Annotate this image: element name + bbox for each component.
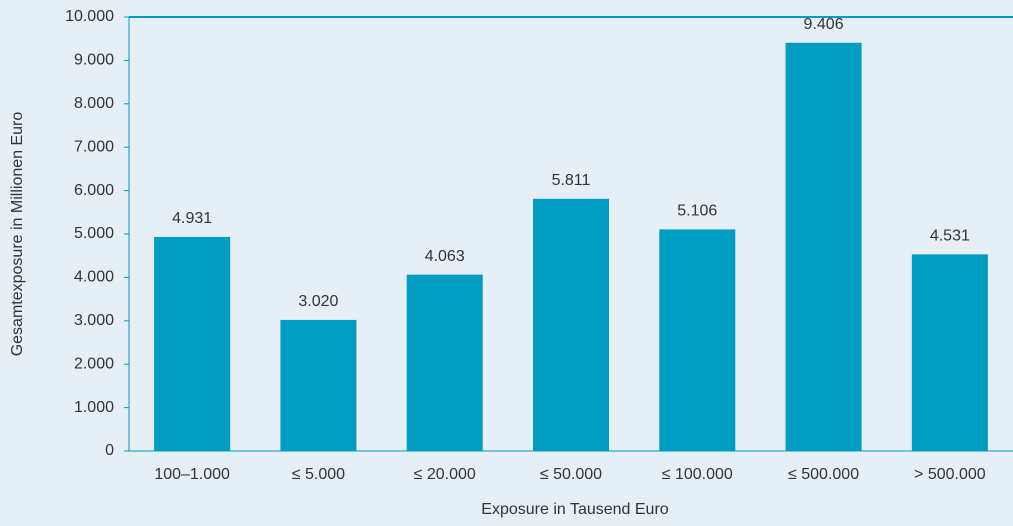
y-tick-label: 6.000 <box>74 182 114 199</box>
bar <box>659 229 736 451</box>
data-label: 5.106 <box>677 203 717 220</box>
y-tick-label: 3.000 <box>74 312 114 329</box>
bar <box>533 198 609 451</box>
data-label: 4.063 <box>425 248 465 265</box>
y-axis-title: Gesamtexposure in Millionen Euro <box>9 112 26 357</box>
x-tick-label: ≤ 5.000 <box>292 466 345 483</box>
y-tick-label: 0 <box>105 442 114 459</box>
data-label: 4.531 <box>930 228 970 245</box>
data-label: 3.020 <box>298 293 338 310</box>
data-label: 9.406 <box>804 16 844 33</box>
x-tick-label: ≤ 500.000 <box>788 466 859 483</box>
bar <box>154 236 231 451</box>
y-tick-label: 7.000 <box>74 138 114 155</box>
y-tick-label: 4.000 <box>74 269 114 286</box>
x-tick-label: > 500.000 <box>914 466 986 483</box>
y-tick-label: 9.000 <box>74 52 114 69</box>
y-tick-label: 10.000 <box>65 8 114 25</box>
y-tick-label: 1.000 <box>74 399 114 416</box>
bar <box>280 319 357 451</box>
bar <box>785 42 862 451</box>
x-tick-label: ≤ 20.000 <box>414 466 476 483</box>
y-tick-label: 2.000 <box>74 355 114 372</box>
y-tick-label: 5.000 <box>74 225 114 242</box>
x-tick-label: ≤ 50.000 <box>540 466 602 483</box>
data-label: 4.931 <box>172 210 212 227</box>
x-axis-title: Exposure in Tausend Euro <box>481 501 668 518</box>
data-label: 5.811 <box>552 172 591 189</box>
bar <box>911 254 988 451</box>
bar <box>406 274 483 451</box>
x-tick-label: 100–1.000 <box>154 466 230 483</box>
x-tick-label: ≤ 100.000 <box>662 466 733 483</box>
y-tick-label: 8.000 <box>74 95 114 112</box>
